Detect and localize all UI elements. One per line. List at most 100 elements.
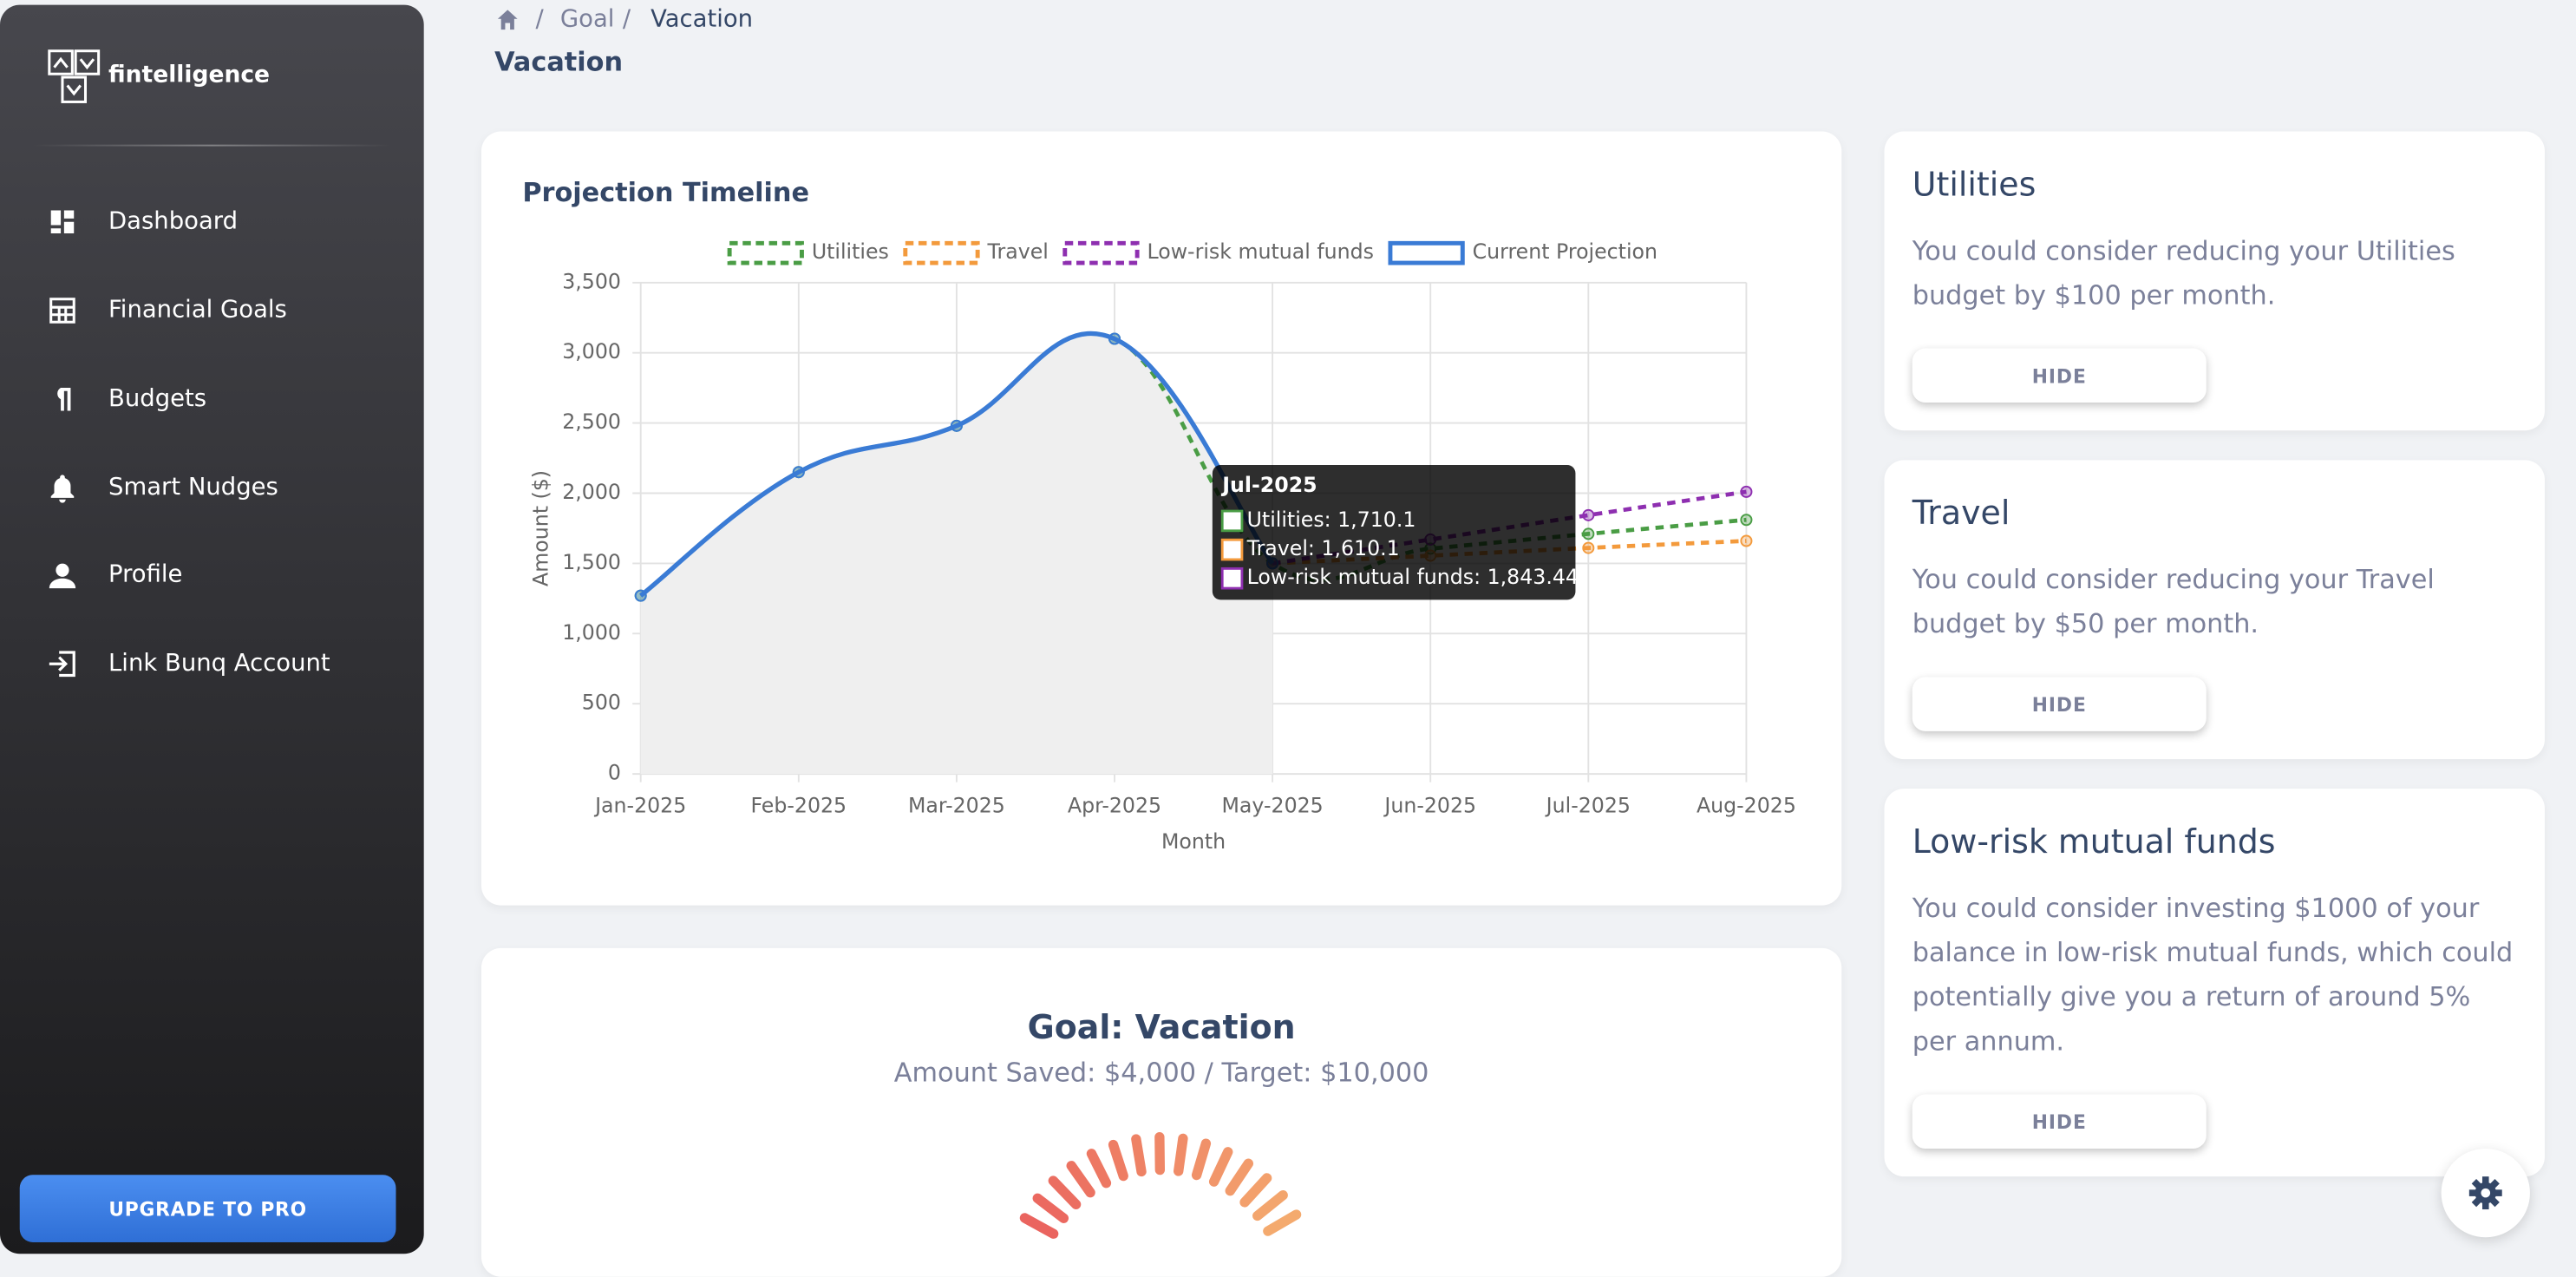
tooltip-item: Travel: 1,610.1 [1246, 536, 1400, 560]
icon [46, 647, 79, 680]
legend: Utilities Travel Low-risk mutual funds Curr… [729, 239, 1657, 264]
hide-button[interactable]: HIDE [1912, 1094, 2207, 1149]
point [1583, 510, 1593, 521]
sidebar: fintelligence Dashboard Financial Goals … [0, 5, 424, 1254]
logo [48, 49, 101, 105]
point [636, 591, 646, 601]
gauge-segment [1114, 1145, 1124, 1176]
nav-label: Link Bunq Account [108, 651, 330, 677]
hide-button[interactable]: HIDE [1912, 349, 2207, 403]
nudge-text: You could consider reducing your Utiliti… [1912, 228, 2520, 317]
legend-item: Travel [906, 239, 1049, 264]
y-axis-label: Amount ($) [529, 470, 553, 586]
legend-item: Utilities [729, 239, 889, 264]
chart-title: Projection Timeline [522, 178, 809, 208]
nav-label: Financial Goals [108, 298, 287, 324]
tooltip-swatch [1222, 568, 1242, 588]
nav-label: Dashboard [108, 209, 238, 235]
x-tick-label: May-2025 [1221, 794, 1323, 818]
legend-swatch [906, 243, 977, 263]
legend-item: Low-risk mutual funds [1065, 239, 1374, 264]
legend-swatch [1390, 243, 1462, 263]
nav-item[interactable]: Dashboard [46, 197, 408, 246]
icon [46, 294, 79, 327]
gauge-segment [1024, 1218, 1053, 1234]
y-tick-label: 1,500 [562, 550, 621, 574]
point [1741, 535, 1751, 546]
x-tick-label: Feb-2025 [750, 794, 847, 818]
nudge-text: You could consider investing $1000 of yo… [1912, 886, 2520, 1064]
gauge-segment [1037, 1198, 1063, 1218]
upgrade-button[interactable]: UPGRADE TO PRO [20, 1175, 396, 1242]
gauge-segment [1053, 1181, 1076, 1204]
nudge-title: Travel [1912, 493, 2010, 532]
legend-swatch [1065, 243, 1137, 263]
separator: / [535, 7, 543, 33]
nav-item[interactable]: Profile [46, 551, 408, 600]
nudge-title: Utilities [1912, 164, 2037, 203]
nav-item[interactable]: Budgets [46, 375, 408, 424]
tooltip-swatch [1222, 540, 1242, 560]
x-tick-label: Apr-2025 [1068, 794, 1161, 818]
point [1741, 514, 1751, 525]
point [1741, 487, 1751, 497]
y-tick-label: 1,000 [562, 620, 621, 645]
legend-label: Low-risk mutual funds [1147, 239, 1374, 264]
gauge-segment [1179, 1138, 1183, 1171]
y-tick-label: 2,500 [562, 409, 621, 434]
home-icon[interactable] [496, 8, 520, 31]
nav-item[interactable]: Financial Goals [46, 286, 408, 336]
separator: / [623, 7, 631, 33]
legend-label: Utilities [812, 239, 889, 264]
nav-item[interactable]: Link Bunq Account [46, 639, 408, 689]
gauge-segment [1136, 1139, 1141, 1171]
nudge-title: Low-risk mutual funds [1912, 822, 2276, 861]
breadcrumb-current: Vacation [651, 7, 753, 33]
tooltip-title: Jul-2025 [1220, 473, 1317, 497]
divider [33, 145, 391, 147]
gauge-segment [1245, 1178, 1267, 1202]
icon [46, 559, 79, 592]
gauge-segment [1197, 1143, 1206, 1175]
brand: fintelligence [108, 62, 270, 88]
chart: Projection Timeline 05001,0001,5002,0002… [481, 132, 1841, 906]
nudge-card: Utilities You could consider reducing you… [1885, 132, 2545, 431]
y-tick-label: 3,000 [562, 339, 621, 363]
hide-button[interactable]: HIDE [1912, 677, 2207, 731]
nav-label: Budgets [108, 386, 206, 412]
tooltip-item: Utilities: 1,710.1 [1247, 508, 1416, 532]
legend-label: Current Projection [1473, 239, 1657, 264]
tooltip-swatch [1222, 511, 1242, 531]
legend-label: Travel [987, 239, 1049, 264]
icon [46, 472, 79, 505]
gauge-segment [1268, 1215, 1297, 1231]
gear-icon [2442, 1149, 2530, 1237]
nav-label: Profile [108, 562, 182, 588]
settings-button[interactable] [2442, 1149, 2530, 1237]
gauge-segment [1071, 1166, 1090, 1193]
page: fintelligence Dashboard Financial Goals … [0, 0, 2576, 1246]
nudge-text: You could consider reducing your Travel … [1912, 557, 2520, 645]
icon [46, 206, 79, 239]
goal-card: Goal: Vacation Amount Saved: $4,000 / Ta… [481, 948, 1841, 1277]
gauge-segment [1230, 1163, 1248, 1190]
nav-label: Smart Nudges [108, 475, 278, 501]
legend-item: Current Projection [1390, 239, 1657, 264]
y-tick-label: 2,000 [562, 480, 621, 504]
x-tick-label: Mar-2025 [908, 794, 1005, 818]
gauge-segment [1258, 1195, 1283, 1216]
nav-item[interactable]: Smart Nudges [46, 463, 408, 513]
tooltip-item: Low-risk mutual funds: 1,843.44 [1247, 565, 1579, 589]
x-tick-label: Jan-2025 [593, 794, 686, 818]
point [1109, 333, 1120, 344]
nudge-card: Low-risk mutual funds You could consider … [1885, 789, 2545, 1176]
y-tick-label: 500 [582, 691, 621, 715]
point [1583, 543, 1593, 553]
gauge [481, 948, 1841, 1277]
gauge-segment [1214, 1152, 1228, 1182]
y-tick-label: 3,500 [562, 269, 621, 293]
gauge-segment [1091, 1154, 1106, 1183]
x-tick-label: Jul-2025 [1545, 794, 1631, 818]
breadcrumb-link[interactable]: Goal [560, 7, 615, 33]
